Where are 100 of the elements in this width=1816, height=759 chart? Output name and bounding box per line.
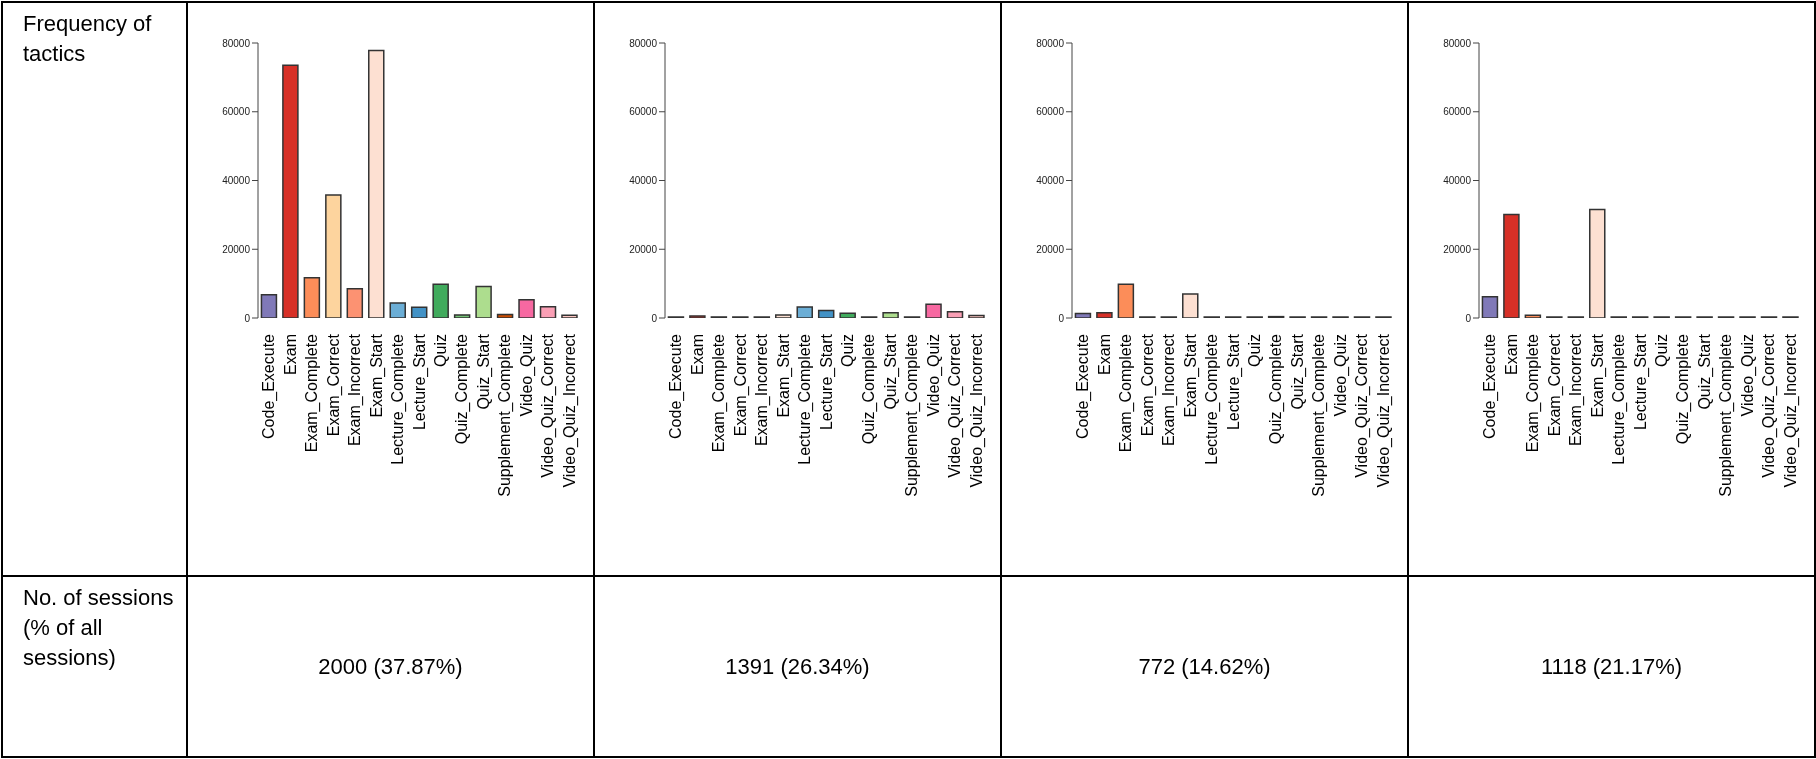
x-tick-label: Exam_Complete [1524,333,1543,453]
bar [325,194,342,318]
x-tick-label: Quiz [1245,334,1263,367]
x-tick-label: Quiz [1652,334,1670,367]
x-tick-label: Lecture_Start [817,333,836,431]
bar [368,49,385,318]
x-tick-label: Quiz_Start [881,333,900,410]
x-tick-label: Quiz_Complete [1674,333,1693,445]
x-tick-label: Supplement_Complete [1310,333,1329,497]
x-tick-label: Exam [688,334,706,375]
x-tick-label: Quiz_Start [1695,333,1714,410]
x-tick-label: Exam [1095,334,1113,375]
text: 2000 (37.87%) [187,576,594,757]
y-tick-label: 40000 [1036,175,1065,187]
x-tick-label: Exam_Correct [1545,333,1564,437]
text: 772 (14.62%) [1001,576,1408,757]
y-tick-label: 80000 [1443,37,1472,49]
x-tick-label: Lecture_Start [1224,333,1243,431]
x-tick-label: Video_Quiz_Incorrect [1781,333,1800,488]
x-tick-label: Quiz_Start [474,333,493,410]
y-tick-label: 60000 [222,106,251,118]
x-tick-label: Exam_Incorrect [1160,333,1179,447]
bar [303,277,321,318]
y-tick-label: 80000 [629,37,658,49]
bar [346,288,364,318]
text: No. of sessions (% of all sessions) [2,576,187,757]
x-tick-label: Exam_Correct [731,333,750,437]
bar [518,299,535,318]
x-tick-label: Code_Execute [1481,333,1500,439]
x-tick-label: Exam_Complete [303,333,322,453]
x-tick-label: Lecture_Complete [796,333,815,465]
bar [561,314,578,318]
x-tick-label: Quiz_Complete [453,333,472,445]
y-tick-label: 0 [1058,312,1065,324]
x-tick-label: Lecture_Complete [1610,333,1629,465]
y-tick-label: 0 [651,312,658,324]
x-tick-label: Quiz_Complete [1267,333,1286,445]
y-tick-label: 20000 [1443,243,1472,255]
x-tick-label: Exam_Complete [1117,333,1136,453]
y-tick-label: 40000 [222,175,251,187]
y-tick-label: 20000 [629,243,658,255]
x-tick-label: Exam_Start [1588,333,1607,418]
x-tick-label: Exam_Incorrect [753,333,772,447]
bar [1589,208,1606,318]
x-tick-label: Exam_Incorrect [346,333,365,447]
x-tick-label: Exam_Start [1181,333,1200,418]
y-tick-label: 60000 [1443,106,1472,118]
x-tick-label: Quiz_Start [1288,333,1307,410]
y-tick-label: 80000 [1036,37,1065,49]
x-tick-label: Lecture_Complete [389,333,408,465]
bar [432,283,449,318]
x-tick-label: Video_Quiz_Correct [539,333,558,478]
y-tick-label: 60000 [629,106,658,118]
x-tick-label: Lecture_Start [410,333,429,431]
x-tick-label: Exam_Incorrect [1567,333,1586,447]
x-tick-label: Exam_Correct [324,333,343,437]
x-tick-label: Exam_Start [774,333,793,418]
x-tick-label: Exam_Start [367,333,386,418]
x-tick-label: Video_Quiz_Incorrect [560,333,579,488]
bar [282,64,299,318]
x-tick-label: Supplement_Complete [903,333,922,497]
bar [260,293,278,318]
y-tick-label: 40000 [1443,175,1472,187]
x-tick-label: Exam_Complete [710,333,729,453]
x-tick-label: Quiz [431,334,449,367]
text: 1391 (26.34%) [594,576,1001,757]
x-tick-label: Code_Execute [667,333,686,439]
y-tick-label: 20000 [1036,243,1065,255]
x-tick-label: Video_Quiz [517,334,536,417]
x-tick-label: Video_Quiz [924,334,943,417]
x-tick-label: Supplement_Complete [496,333,515,497]
y-tick-label: 60000 [1036,106,1065,118]
bar [389,302,406,318]
y-tick-label: 0 [244,312,251,324]
bar [496,313,514,318]
bar [539,305,557,318]
x-tick-label: Code_Execute [260,333,279,439]
bar [1481,295,1499,318]
x-tick-label: Lecture_Start [1631,333,1650,431]
x-tick-label: Video_Quiz_Correct [946,333,965,478]
x-tick-label: Exam [281,334,299,375]
x-tick-label: Video_Quiz_Incorrect [967,333,986,488]
y-tick-label: 0 [1465,312,1472,324]
x-tick-label: Code_Execute [1074,333,1093,439]
x-tick-label: Video_Quiz [1331,334,1350,417]
x-tick-label: Exam_Correct [1138,333,1157,437]
x-tick-label: Video_Quiz_Correct [1760,333,1779,478]
text: 1118 (21.17%) [1408,576,1815,757]
y-tick-label: 40000 [629,175,658,187]
x-tick-label: Quiz [838,334,856,367]
bar [453,314,471,318]
x-tick-label: Quiz_Complete [860,333,879,445]
x-tick-label: Video_Quiz_Incorrect [1374,333,1393,488]
bar [410,306,428,318]
x-tick-label: Lecture_Complete [1203,333,1222,465]
bar [1503,213,1520,318]
x-tick-label: Video_Quiz [1738,334,1757,417]
x-tick-label: Supplement_Complete [1717,333,1736,497]
x-tick-label: Video_Quiz_Correct [1353,333,1372,478]
text: Frequency of tactics [2,2,187,576]
